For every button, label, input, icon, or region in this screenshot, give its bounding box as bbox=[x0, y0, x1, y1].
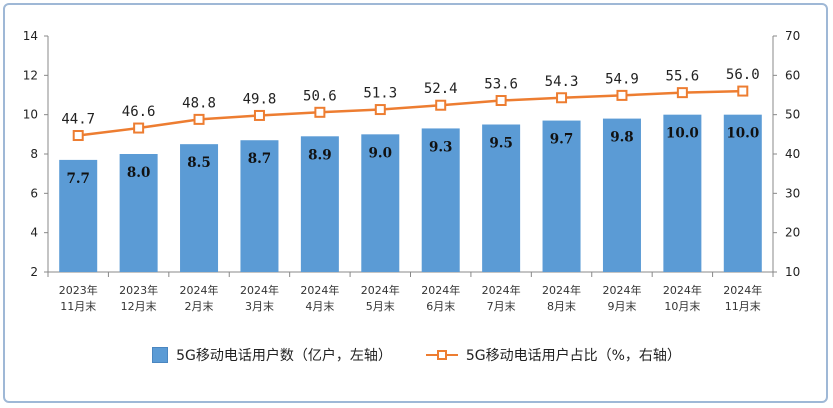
x-tick-label-month: 10月末 bbox=[664, 299, 700, 313]
y-left-tick-label: 12 bbox=[23, 68, 38, 82]
line-value-label: 54.3 bbox=[545, 74, 579, 90]
line-series bbox=[78, 89, 743, 137]
y-left-tick-label: 2 bbox=[30, 265, 38, 279]
bar-value-label: 8.9 bbox=[308, 147, 332, 163]
x-tick-label-year: 2024年 bbox=[723, 283, 762, 297]
bar-value-label: 7.7 bbox=[66, 171, 90, 187]
y-right-tick-label: 40 bbox=[785, 147, 800, 161]
line-value-label: 46.6 bbox=[122, 104, 156, 120]
bar bbox=[119, 154, 158, 272]
line-value-label: 48.8 bbox=[182, 95, 216, 111]
bar bbox=[602, 118, 641, 272]
y-left-tick-label: 14 bbox=[23, 29, 38, 43]
bar-value-label: 9.0 bbox=[369, 145, 393, 161]
x-tick-label-month: 9月末 bbox=[607, 299, 636, 313]
line-point bbox=[72, 130, 84, 142]
line-point bbox=[616, 89, 628, 101]
y-left-tick-label: 6 bbox=[30, 186, 38, 200]
legend-line-label: 5G移动电话用户占比（%，右轴） bbox=[465, 348, 681, 364]
x-tick-label-year: 2024年 bbox=[421, 283, 460, 297]
y-left-tick-label: 8 bbox=[30, 147, 38, 161]
line-point bbox=[495, 95, 507, 107]
legend-item-bar: 5G移动电话用户数（亿户，左轴） bbox=[152, 345, 392, 365]
bar-value-label: 8.7 bbox=[248, 151, 272, 167]
line-point bbox=[253, 109, 265, 121]
x-tick-label-year: 2024年 bbox=[602, 283, 641, 297]
line-point bbox=[133, 122, 145, 134]
line-point bbox=[374, 104, 386, 116]
bar-value-label: 8.5 bbox=[187, 155, 211, 171]
line-point bbox=[193, 113, 205, 125]
bar-value-label: 9.3 bbox=[429, 139, 453, 155]
line-value-label: 44.7 bbox=[61, 112, 95, 128]
y-right-tick-label: 50 bbox=[785, 108, 800, 122]
line-value-label: 55.6 bbox=[666, 69, 700, 85]
x-tick-label-month: 12月末 bbox=[121, 299, 157, 313]
bar bbox=[482, 124, 521, 272]
bar-value-label: 9.5 bbox=[489, 136, 513, 152]
bar bbox=[59, 159, 98, 272]
bar bbox=[180, 144, 219, 272]
bar-value-label: 9.8 bbox=[610, 130, 634, 146]
x-tick-label-year: 2024年 bbox=[180, 283, 219, 297]
line-value-label: 51.3 bbox=[363, 86, 397, 102]
x-tick-label-month: 3月末 bbox=[245, 299, 274, 313]
line-point bbox=[314, 106, 326, 118]
x-tick-label-month: 6月末 bbox=[426, 299, 455, 313]
legend-bar-label: 5G移动电话用户数（亿户，左轴） bbox=[176, 348, 392, 364]
x-tick-label-year: 2024年 bbox=[482, 283, 521, 297]
bar bbox=[723, 114, 762, 273]
legend-bar-swatch bbox=[152, 347, 169, 363]
line-point bbox=[737, 85, 749, 97]
bar bbox=[663, 114, 702, 273]
y-right-tick-label: 70 bbox=[785, 29, 800, 43]
line-value-label: 56.0 bbox=[726, 67, 760, 83]
bar bbox=[300, 136, 339, 272]
x-tick-label-year: 2024年 bbox=[300, 283, 339, 297]
line-value-label: 50.6 bbox=[303, 88, 337, 104]
x-tick-label-month: 11月末 bbox=[725, 299, 761, 313]
line-value-label: 54.9 bbox=[605, 71, 639, 87]
x-tick-label-month: 5月末 bbox=[366, 299, 395, 313]
y-right-tick-label: 10 bbox=[785, 265, 800, 279]
bar-value-label: 9.7 bbox=[550, 132, 574, 148]
x-tick-label-month: 7月末 bbox=[487, 299, 516, 313]
line-value-label: 52.4 bbox=[424, 81, 458, 97]
legend: 5G移动电话用户数（亿户，左轴） 5G移动电话用户占比（%，右轴） bbox=[0, 340, 833, 370]
x-tick-label-month: 11月末 bbox=[60, 299, 96, 313]
x-tick-label-year: 2023年 bbox=[119, 283, 158, 297]
y-right-tick-label: 30 bbox=[785, 186, 800, 200]
legend-line-marker bbox=[425, 347, 458, 363]
legend-item-line: 5G移动电话用户占比（%，右轴） bbox=[425, 345, 681, 365]
line-point bbox=[435, 99, 447, 111]
x-tick-label-month: 4月末 bbox=[305, 299, 334, 313]
bar-value-label: 10.0 bbox=[666, 126, 699, 142]
bar bbox=[361, 134, 400, 272]
x-tick-label-year: 2024年 bbox=[542, 283, 581, 297]
y-left-tick-label: 10 bbox=[23, 108, 38, 122]
line-point bbox=[676, 87, 688, 99]
line-point bbox=[556, 92, 568, 104]
line-value-label: 49.8 bbox=[243, 91, 277, 107]
x-tick-label-year: 2024年 bbox=[240, 283, 279, 297]
bar-value-label: 8.0 bbox=[127, 165, 151, 181]
y-right-tick-label: 20 bbox=[785, 226, 800, 240]
y-left-tick-label: 4 bbox=[30, 226, 38, 240]
x-tick-label-year: 2024年 bbox=[361, 283, 400, 297]
y-right-tick-label: 60 bbox=[785, 68, 800, 82]
bar-value-label: 10.0 bbox=[726, 126, 759, 142]
chart-plot: 2 4 6 8 10 12 14 10 20 30 40 50 60 70 7.7 8.0 8.5 8.7 8.9 9… bbox=[23, 29, 801, 313]
bar bbox=[542, 120, 581, 272]
bar bbox=[240, 140, 279, 272]
x-tick-label-year: 2023年 bbox=[59, 283, 98, 297]
x-tick-label-year: 2024年 bbox=[663, 283, 702, 297]
x-tick-label-month: 2月末 bbox=[185, 299, 214, 313]
line-value-label: 53.6 bbox=[484, 77, 518, 93]
bar bbox=[421, 128, 460, 272]
x-tick-label-month: 8月末 bbox=[547, 299, 576, 313]
